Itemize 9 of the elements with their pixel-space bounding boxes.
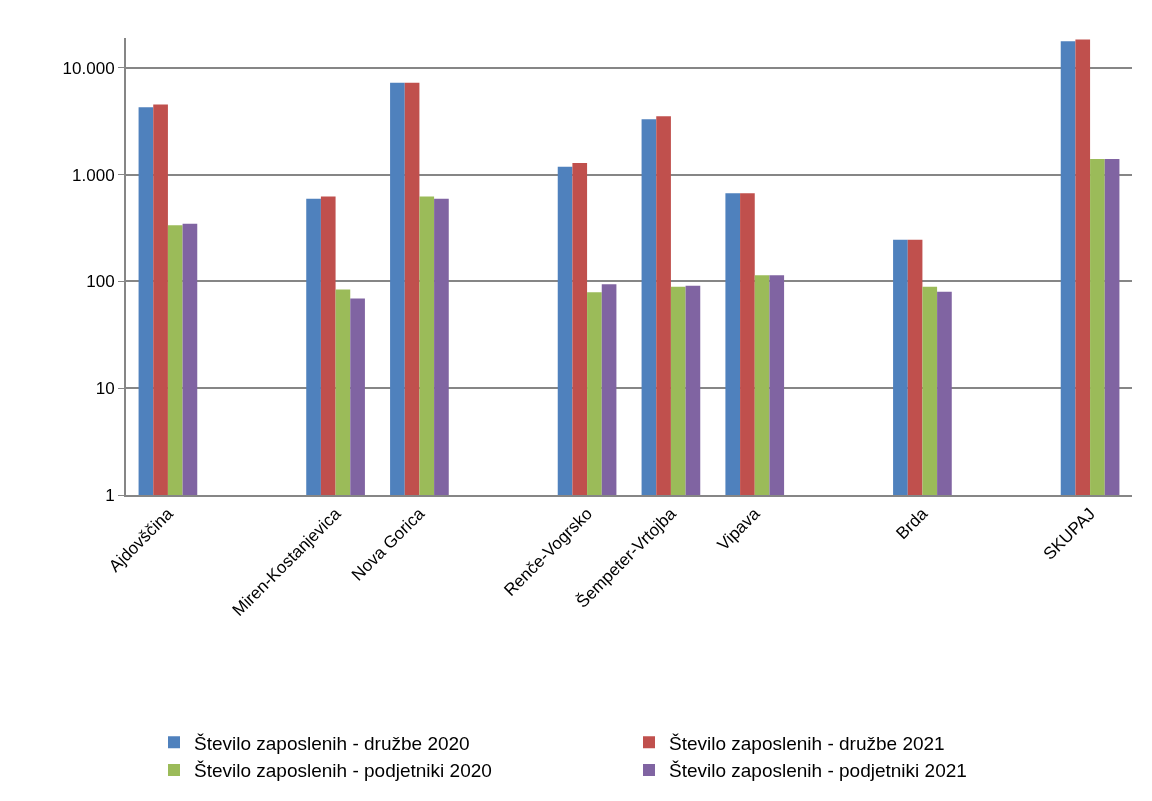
legend-label: Število zaposlenih - družbe 2020 (194, 732, 470, 754)
y-tick-label: 1 (105, 485, 115, 505)
y-tick-label: 1.000 (72, 165, 115, 185)
y-tick-label: 100 (86, 272, 115, 292)
legend-label: Število zaposlenih - družbe 2021 (669, 732, 945, 754)
legend-label: Število zaposlenih - podjetniki 2021 (669, 760, 967, 782)
y-tick-label: 10 (95, 379, 115, 399)
y-tick-label: 10.000 (62, 58, 115, 78)
legend-label: Število zaposlenih - podjetniki 2020 (194, 760, 492, 782)
